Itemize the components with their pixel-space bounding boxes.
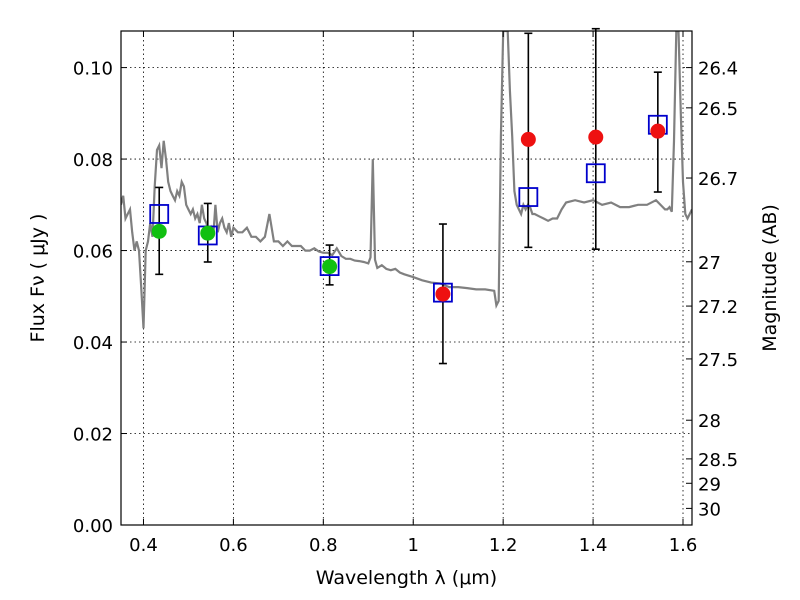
model-photometry-square (518, 187, 539, 207)
model-spectrum (121, 31, 692, 329)
mag-tick-label: 30 (698, 499, 721, 520)
y-tick-label: 0.06 (73, 242, 113, 263)
data-markers (149, 114, 668, 303)
plot-frame (120, 30, 693, 526)
observed-flux-point (200, 225, 216, 241)
mag-tick-label: 28.5 (698, 450, 738, 471)
x-tick-label: 0.4 (129, 535, 158, 556)
right-axis-label: Magnitude (AB) (759, 204, 781, 352)
model-photometry-square (149, 204, 170, 224)
mag-tick-label: 27 (698, 253, 721, 274)
mag-tick-label: 27.2 (698, 297, 738, 318)
observed-flux-point (435, 286, 451, 302)
x-tick-label: 1.6 (669, 535, 698, 556)
mag-tick-label: 29 (698, 474, 721, 495)
model-photometry-square (585, 163, 606, 184)
spectrum-line (121, 31, 692, 329)
x-tick-label: 1.4 (579, 535, 608, 556)
model-photometry-square (319, 256, 340, 277)
y-tick-label: 0.04 (73, 333, 113, 354)
y-axis-label: Flux Fν ( μJy ) (27, 214, 49, 343)
model-photometry-square (433, 282, 453, 303)
x-axis-label: Wavelength λ (μm) (316, 567, 497, 589)
mag-tick-label: 27.5 (698, 350, 738, 371)
y-tick-label: 0.00 (73, 516, 113, 537)
mag-tick-label: 26.7 (698, 169, 738, 190)
grid-lines (121, 31, 692, 526)
mag-tick-label: 28 (698, 411, 721, 432)
axis-ticks: 0.4 0.6 0.8 1 1.2 1.4 1.6 0.00 0.02 0.04 0.06 0.08 0… (73, 31, 738, 556)
x-tick-label: 0.8 (309, 535, 338, 556)
observed-flux-point (588, 129, 604, 145)
mag-tick-label: 26.5 (698, 99, 738, 120)
x-tick-label: 0.6 (219, 535, 248, 556)
observed-flux-point (151, 223, 167, 239)
observed-flux-point (520, 131, 536, 147)
y-tick-label: 0.02 (73, 425, 113, 446)
observed-flux-point (322, 259, 338, 275)
observed-flux-point (650, 123, 666, 139)
x-tick-label: 1.2 (489, 535, 518, 556)
x-tick-label: 1 (408, 535, 419, 556)
mag-tick-label: 26.4 (698, 59, 738, 80)
y-tick-label: 0.08 (73, 150, 113, 171)
error-bars (155, 27, 662, 365)
y-tick-label: 0.10 (73, 59, 113, 80)
